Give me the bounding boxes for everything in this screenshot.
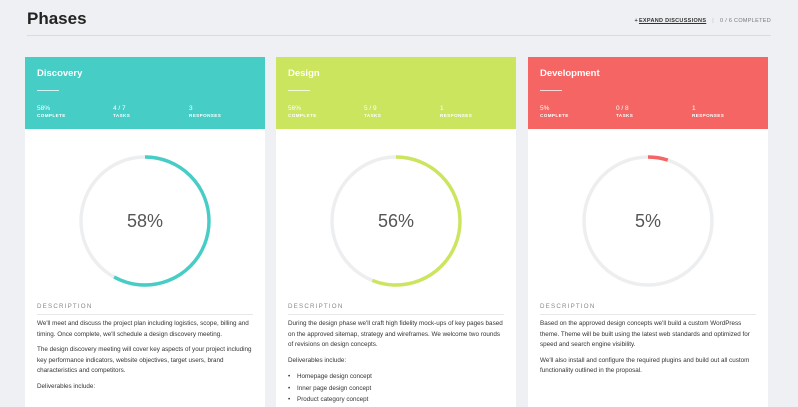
header-divider <box>540 90 562 91</box>
progress-ring-graphic <box>330 155 462 287</box>
progress-ring-graphic <box>582 155 714 287</box>
progress-ring-graphic <box>79 155 211 287</box>
phase-card-header: Discovery 58% COMPLETE 4 / 7 TASKS 3 RESPON… <box>25 57 265 129</box>
stat-value: 3 <box>189 105 193 112</box>
stat-responses: 1 RESPONSES <box>692 105 724 118</box>
deliverable-item: Homepage design concept <box>288 371 504 383</box>
stat-complete: 5% COMPLETE <box>540 105 569 118</box>
phase-title[interactable]: Discovery <box>37 68 83 79</box>
phase-title[interactable]: Development <box>540 68 600 79</box>
description-paragraph: We'll also install and configure the req… <box>540 356 750 375</box>
stat-complete: 56% COMPLETE <box>288 105 317 118</box>
progress-ring: 58% <box>78 154 212 288</box>
description-paragraph: Deliverables include: <box>37 382 96 390</box>
stat-value: 0 / 8 <box>616 105 629 112</box>
phase-card-discovery[interactable]: Discovery 58% COMPLETE 4 / 7 TASKS 3 RESPON… <box>25 57 265 407</box>
progress-percent: 5% <box>634 210 661 231</box>
stat-value: 5 / 9 <box>364 105 377 112</box>
description-paragraph: We'll meet and discuss the project plan … <box>37 320 249 338</box>
header-separator: | <box>712 18 715 24</box>
progress-percent: 56% <box>377 210 415 231</box>
phase-card-design[interactable]: Design 56% COMPLETE 5 / 9 TASKS 1 RESPONSES… <box>276 57 516 407</box>
description-divider <box>540 314 756 315</box>
deliverables-list: Homepage design conceptInner page design… <box>288 371 504 406</box>
description-paragraph: During the design phase we'll craft high… <box>288 320 503 348</box>
page-title: Phases <box>27 9 87 28</box>
progress-ring: 56% <box>329 154 463 288</box>
deliverable-item: Product category concept <box>288 394 504 406</box>
stat-value: 1 <box>440 105 444 112</box>
stat-label: TASKS <box>364 113 382 118</box>
stat-value: 58% <box>37 105 51 112</box>
description-body: We'll meet and discuss the project plan … <box>37 319 253 397</box>
header-divider <box>288 90 310 91</box>
description-paragraph: Deliverables include: <box>288 356 347 364</box>
header-divider <box>37 90 59 91</box>
phase-card-header: Design 56% COMPLETE 5 / 9 TASKS 1 RESPONSES <box>276 57 516 129</box>
stat-tasks: 0 / 8 TASKS <box>616 105 633 118</box>
stat-tasks: 5 / 9 TASKS <box>364 105 381 118</box>
stat-label: RESPONSES <box>189 113 222 118</box>
header-actions: +EXPAND DISCUSSIONS | 0 / 6 COMPLETED <box>634 18 771 24</box>
progress-ring: 5% <box>581 154 715 288</box>
stat-value: 4 / 7 <box>113 105 126 112</box>
stat-label: COMPLETE <box>288 113 317 118</box>
expand-discussions-label: EXPAND DISCUSSIONS <box>638 18 707 24</box>
stat-label: RESPONSES <box>692 113 725 118</box>
stat-label: TASKS <box>616 113 634 118</box>
description-heading: DESCRIPTION <box>37 303 93 310</box>
progress-percent: 58% <box>126 210 164 231</box>
completed-count: 0 / 6 COMPLETED <box>720 18 771 24</box>
description-divider <box>288 314 504 315</box>
stat-label: COMPLETE <box>37 113 66 118</box>
description-heading: DESCRIPTION <box>540 303 596 310</box>
stat-tasks: 4 / 7 TASKS <box>113 105 130 118</box>
expand-discussions-link[interactable]: +EXPAND DISCUSSIONS <box>634 18 706 24</box>
stat-value: 1 <box>692 105 696 112</box>
description-body: Based on the approved design concepts we… <box>540 319 756 382</box>
description-paragraph: The design discovery meeting will cover … <box>37 346 252 374</box>
stat-value: 5% <box>540 105 550 112</box>
page-header: Phases +EXPAND DISCUSSIONS | 0 / 6 COMPL… <box>27 0 771 36</box>
deliverable-item: Inner page design concept <box>288 383 504 395</box>
description-heading: DESCRIPTION <box>288 303 344 310</box>
description-paragraph: Based on the approved design concepts we… <box>540 320 750 348</box>
phase-title[interactable]: Design <box>288 68 320 79</box>
progress-ring-arc <box>582 155 714 287</box>
stat-label: COMPLETE <box>540 113 569 118</box>
stat-responses: 1 RESPONSES <box>440 105 472 118</box>
stat-value: 56% <box>288 105 302 112</box>
stat-responses: 3 RESPONSES <box>189 105 221 118</box>
description-divider <box>37 314 253 315</box>
phase-card-development[interactable]: Development 5% COMPLETE 0 / 8 TASKS 1 RESPO… <box>528 57 768 407</box>
progress-ring-arc <box>79 155 211 287</box>
stat-label: TASKS <box>113 113 131 118</box>
description-body: During the design phase we'll craft high… <box>288 319 504 406</box>
plus-icon: + <box>634 18 638 24</box>
phase-card-header: Development 5% COMPLETE 0 / 8 TASKS 1 RESPO… <box>528 57 768 129</box>
stat-label: RESPONSES <box>440 113 473 118</box>
stat-complete: 58% COMPLETE <box>37 105 66 118</box>
progress-ring-arc <box>330 155 462 287</box>
